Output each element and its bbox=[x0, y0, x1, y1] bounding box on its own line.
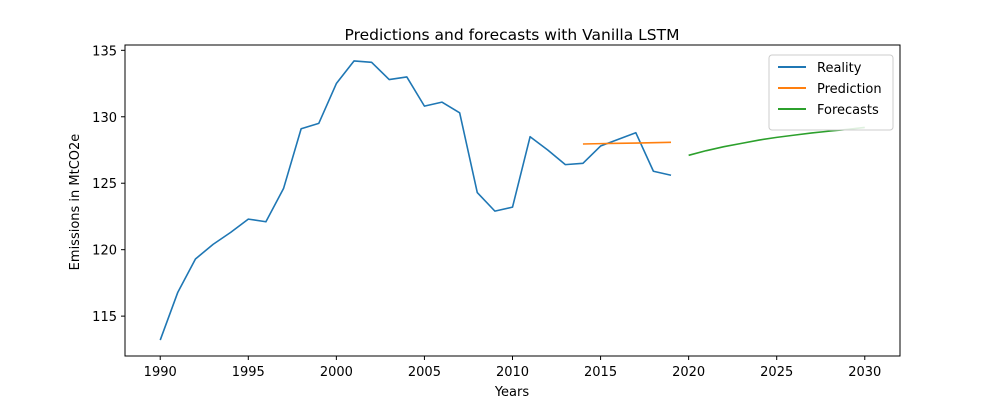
x-tick-label: 2030 bbox=[848, 365, 881, 380]
y-axis: 115 120 125 130 135 bbox=[92, 44, 125, 325]
plot-series-group bbox=[159, 60, 865, 341]
legend-box bbox=[768, 54, 894, 131]
legend-label: Reality bbox=[817, 61, 862, 76]
x-axis: 1990 1995 2000 2005 2010 2015 2020 2025 2030 bbox=[144, 356, 881, 380]
x-tick-label: 2025 bbox=[760, 365, 793, 380]
chart-title: Predictions and forecasts with Vanilla L… bbox=[345, 26, 680, 44]
y-tick-label: 115 bbox=[92, 310, 117, 325]
y-axis-title: Emissions in MtCO2e bbox=[68, 134, 83, 271]
x-tick-label: 2000 bbox=[320, 365, 353, 380]
x-tick-label: 2020 bbox=[672, 365, 705, 380]
x-tick-label: 1995 bbox=[232, 365, 265, 380]
x-tick-label: 2005 bbox=[408, 365, 441, 380]
x-tick-label: 2010 bbox=[496, 365, 529, 380]
legend: Reality Prediction Forecasts bbox=[768, 54, 894, 131]
y-tick-label: 130 bbox=[92, 111, 117, 126]
series-line-reality bbox=[159, 60, 672, 341]
y-tick-label: 135 bbox=[92, 44, 117, 59]
y-tick-label: 125 bbox=[92, 177, 117, 192]
series-line-prediction bbox=[582, 141, 672, 145]
x-tick-label: 2015 bbox=[584, 365, 617, 380]
y-tick-label: 120 bbox=[92, 244, 117, 259]
legend-label: Forecasts bbox=[817, 103, 879, 118]
legend-label: Prediction bbox=[817, 82, 882, 97]
series-line-forecasts bbox=[688, 126, 865, 157]
x-axis-title: Years bbox=[494, 385, 530, 400]
x-tick-label: 1990 bbox=[144, 365, 177, 380]
